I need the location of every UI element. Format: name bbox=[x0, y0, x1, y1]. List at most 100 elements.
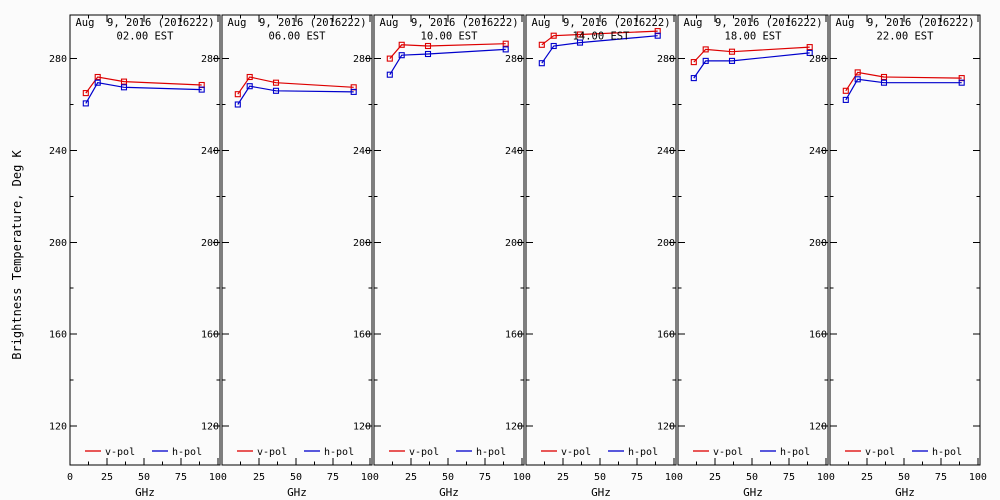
legend-vpol-label: v-pol bbox=[561, 447, 591, 458]
x-tick-label: 75 bbox=[935, 472, 947, 483]
x-axis-title: GHz bbox=[439, 486, 459, 499]
h-pol-marker bbox=[120, 84, 128, 91]
y-tick-label: 160 bbox=[353, 330, 371, 341]
v-pol-marker bbox=[272, 79, 280, 86]
panel-frame bbox=[525, 14, 677, 466]
y-tick-label: 120 bbox=[505, 421, 523, 432]
legend-hpol-label: h-pol bbox=[780, 447, 810, 458]
v-pol-line bbox=[389, 43, 506, 59]
v-pol-marker bbox=[842, 87, 849, 94]
v-pol-marker bbox=[880, 73, 888, 81]
y-tick-label: 120 bbox=[49, 421, 67, 432]
v-pol-marker bbox=[538, 41, 545, 48]
h-pol-marker bbox=[958, 79, 965, 86]
v-pol-line bbox=[237, 76, 354, 95]
legend-hpol-label: h-pol bbox=[324, 447, 354, 458]
v-pol-marker bbox=[806, 44, 813, 51]
v-pol-marker bbox=[702, 46, 709, 53]
x-axis-title: GHz bbox=[591, 486, 611, 499]
panel-frame bbox=[221, 14, 373, 466]
h-pol-marker bbox=[386, 71, 393, 78]
h-pol-marker bbox=[854, 76, 861, 83]
x-tick-label: 25 bbox=[405, 472, 417, 483]
panels-group: 120 160 200 240 280 0 25 50 75 100 GHz v-pol h-pol Au… bbox=[49, 14, 987, 499]
y-tick-label: 200 bbox=[809, 238, 827, 249]
x-tick-label: 50 bbox=[138, 472, 150, 483]
panel-legend: v-pol h-pol bbox=[845, 447, 962, 458]
v-pol-line bbox=[85, 76, 202, 94]
legend-hpol-label: h-pol bbox=[172, 447, 202, 458]
v-pol-marker bbox=[502, 40, 509, 47]
h-pol-marker bbox=[82, 100, 89, 107]
y-tick-label: 200 bbox=[657, 238, 675, 249]
v-pol-marker bbox=[82, 90, 89, 97]
x-tick-label: 0 bbox=[67, 472, 73, 483]
panel-06-00: 120 160 200 240 280 25 50 75 100 GHz v-pol h-pol Aug… bbox=[201, 14, 379, 499]
x-axis-title: GHz bbox=[287, 486, 307, 499]
y-tick-label: 240 bbox=[657, 146, 675, 157]
legend-hpol-label: h-pol bbox=[932, 447, 962, 458]
h-pol-marker bbox=[702, 57, 709, 64]
x-tick-label: 75 bbox=[479, 472, 491, 483]
panel-02-00: 120 160 200 240 280 0 25 50 75 100 GHz v-pol h-pol Au… bbox=[49, 14, 227, 499]
x-tick-label: 100 bbox=[969, 472, 987, 483]
v-pol-marker bbox=[854, 69, 861, 76]
h-pol-marker bbox=[234, 101, 241, 108]
y-axis-title: Brightness Temperature, Deg K bbox=[10, 149, 24, 359]
h-pol-marker bbox=[424, 50, 432, 58]
h-pol-marker bbox=[550, 42, 557, 50]
v-pol-marker bbox=[690, 59, 697, 66]
h-pol-line bbox=[85, 82, 202, 104]
legend-vpol-label: v-pol bbox=[105, 447, 135, 458]
h-pol-marker bbox=[94, 79, 101, 86]
panel-title-time: 02.00 EST bbox=[117, 31, 175, 43]
x-tick-label: 100 bbox=[817, 472, 835, 483]
y-tick-label: 120 bbox=[809, 421, 827, 432]
panel-title-date: Aug 9, 2016 (2016222) bbox=[227, 17, 366, 29]
x-tick-label: 25 bbox=[253, 472, 265, 483]
v-pol-marker bbox=[728, 48, 736, 55]
h-pol-line bbox=[237, 85, 354, 105]
x-axis-title: GHz bbox=[895, 486, 915, 499]
panel-title-date: Aug 9, 2016 (2016222) bbox=[531, 17, 670, 29]
x-tick-label: 75 bbox=[175, 472, 187, 483]
panel-title-time: 22.00 EST bbox=[877, 31, 935, 43]
v-pol-marker bbox=[424, 42, 432, 50]
panel-legend: v-pol h-pol bbox=[237, 447, 354, 458]
y-tick-label: 280 bbox=[49, 54, 67, 65]
x-tick-label: 75 bbox=[783, 472, 795, 483]
y-tick-label: 160 bbox=[49, 330, 67, 341]
y-tick-label: 240 bbox=[353, 146, 371, 157]
x-tick-label: 75 bbox=[327, 472, 339, 483]
y-tick-label: 280 bbox=[657, 54, 675, 65]
h-pol-marker bbox=[198, 86, 205, 93]
x-tick-label: 25 bbox=[557, 472, 569, 483]
y-tick-label: 280 bbox=[809, 54, 827, 65]
panel-frame bbox=[69, 14, 221, 466]
y-tick-label: 240 bbox=[201, 146, 219, 157]
h-pol-marker bbox=[806, 49, 813, 56]
legend-vpol-label: v-pol bbox=[257, 447, 287, 458]
h-pol-line bbox=[389, 48, 506, 76]
panel-legend: v-pol h-pol bbox=[85, 447, 202, 458]
y-tick-label: 200 bbox=[505, 238, 523, 249]
v-pol-marker bbox=[386, 55, 393, 62]
y-tick-label: 240 bbox=[505, 146, 523, 157]
x-axis-title: GHz bbox=[135, 486, 155, 499]
legend-hpol-label: h-pol bbox=[476, 447, 506, 458]
panel-frame bbox=[829, 14, 981, 466]
y-tick-label: 120 bbox=[201, 421, 219, 432]
h-pol-marker bbox=[880, 79, 888, 86]
v-pol-line bbox=[541, 30, 658, 46]
y-tick-label: 160 bbox=[657, 330, 675, 341]
y-tick-label: 200 bbox=[49, 238, 67, 249]
y-tick-label: 280 bbox=[201, 54, 219, 65]
y-tick-label: 160 bbox=[505, 330, 523, 341]
y-tick-label: 120 bbox=[657, 421, 675, 432]
v-pol-marker bbox=[234, 91, 241, 98]
v-pol-marker bbox=[576, 31, 584, 38]
x-tick-label: 100 bbox=[361, 472, 379, 483]
h-pol-marker bbox=[690, 75, 697, 82]
v-pol-marker bbox=[246, 73, 253, 81]
legend-vpol-label: v-pol bbox=[865, 447, 895, 458]
